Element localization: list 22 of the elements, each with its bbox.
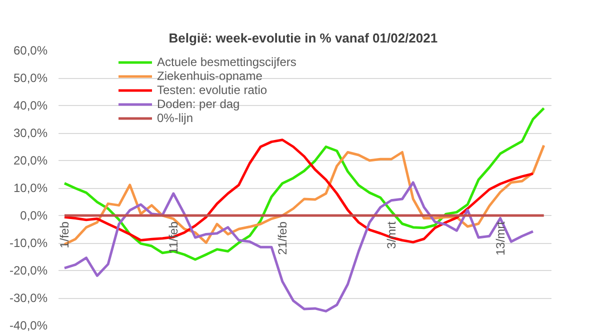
y-tick-label: 10,0% <box>13 181 48 195</box>
x-tick-label: 3/mrt <box>384 220 398 249</box>
y-tick-label: -40,0% <box>9 318 48 332</box>
legend-label: Ziekenhuis-opname <box>157 69 262 83</box>
x-tick-label: 11/feb <box>166 221 180 254</box>
chart-title: België: week-evolutie in % vanaf 01/02/2021 <box>168 30 438 46</box>
y-tick-label: 0,0% <box>20 208 48 222</box>
legend-label: Doden: per dag <box>157 97 240 111</box>
x-tick-label: 1/feb <box>57 221 72 248</box>
y-tick-label: -30,0% <box>9 291 48 305</box>
legend-label: Actuele besmettingscijfers <box>157 55 296 69</box>
y-tick-label: 50,0% <box>13 71 48 85</box>
y-tick-label: -10,0% <box>9 236 48 250</box>
legend-label: 0%-lijn <box>157 111 194 125</box>
y-tick-label: 30,0% <box>13 126 48 140</box>
x-tick-label: 13/mrt <box>493 220 508 256</box>
y-tick-label: 40,0% <box>13 98 48 112</box>
y-tick-label: 60,0% <box>13 44 48 58</box>
y-tick-label: 20,0% <box>13 154 48 168</box>
x-tick-label: 21/feb <box>275 221 290 255</box>
y-tick-label: -20,0% <box>9 264 48 278</box>
legend-label: Testen: evolutie ratio <box>157 83 268 97</box>
